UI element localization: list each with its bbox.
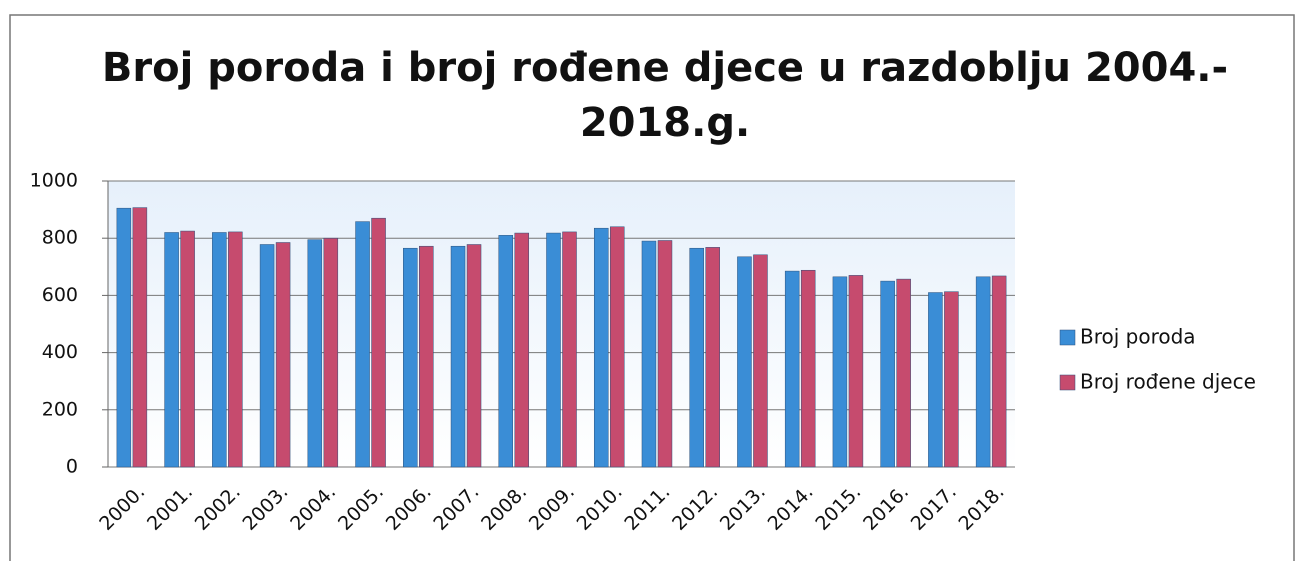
bar	[419, 245, 434, 468]
bar	[593, 227, 609, 468]
chart-title: Broj poroda i broj rođene djece u razdob…	[102, 45, 1228, 91]
bar	[657, 240, 673, 468]
bar	[609, 226, 625, 468]
bar	[991, 275, 1007, 468]
bar	[132, 207, 148, 468]
bar	[275, 242, 291, 468]
bar	[228, 231, 243, 468]
bar	[498, 235, 514, 468]
y-tick-label: 200	[42, 398, 78, 420]
bar	[403, 247, 418, 468]
bar	[164, 232, 179, 468]
y-tick-label: 600	[42, 284, 78, 306]
y-tick-label: 0	[66, 456, 78, 478]
bar	[848, 275, 864, 468]
y-tick-label: 400	[42, 341, 78, 363]
bar	[832, 276, 848, 468]
bar	[466, 244, 482, 468]
bar	[116, 207, 132, 468]
bar	[928, 292, 943, 468]
bar	[355, 221, 370, 468]
y-tick-label: 1000	[30, 170, 78, 192]
bar	[689, 247, 704, 468]
legend-swatch	[1059, 329, 1076, 346]
legend-label: Broj rođene djece	[1080, 370, 1256, 394]
bar	[180, 230, 195, 468]
bar	[259, 244, 275, 468]
plot-area	[108, 181, 1015, 467]
bar	[705, 247, 720, 468]
legend-swatch	[1059, 374, 1076, 391]
bar	[784, 270, 800, 468]
bar	[212, 232, 227, 468]
bar	[450, 245, 466, 468]
bar	[737, 256, 752, 468]
bar	[562, 231, 577, 468]
y-tick-label: 800	[42, 227, 78, 249]
bar	[371, 217, 386, 468]
bar	[307, 239, 323, 468]
legend-label: Broj poroda	[1080, 325, 1196, 349]
bar	[800, 269, 816, 468]
bar	[546, 232, 561, 468]
bar	[975, 276, 991, 468]
bar	[944, 291, 959, 468]
chart-title: 2018.g.	[580, 100, 750, 146]
bar	[753, 254, 768, 468]
bar	[880, 280, 895, 468]
bar	[514, 232, 530, 468]
bar	[896, 278, 911, 468]
bar	[323, 237, 339, 468]
bar	[641, 240, 657, 468]
